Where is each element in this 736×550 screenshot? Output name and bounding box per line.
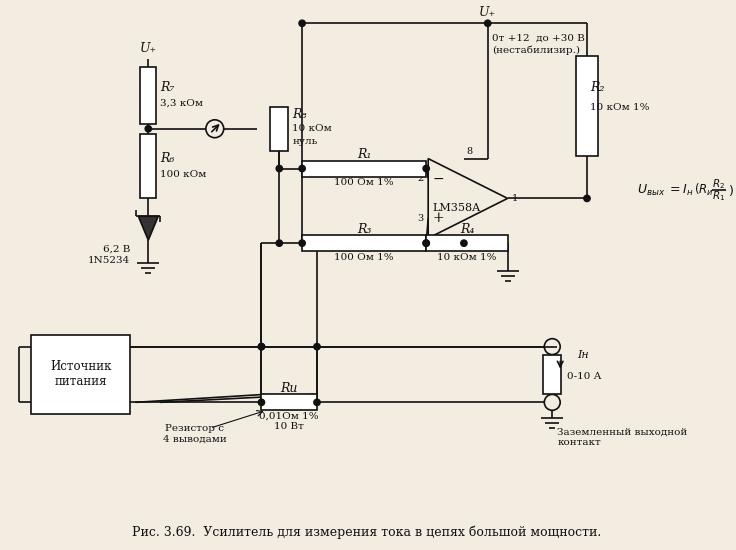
Bar (543, 355, 561, 394)
Text: 10 Вт: 10 Вт (275, 422, 304, 431)
Text: Заземленный выходной
контакт: Заземленный выходной контакт (557, 427, 687, 447)
Circle shape (145, 125, 152, 132)
Bar (31, 335, 130, 414)
Text: нуль: нуль (292, 137, 317, 146)
Text: $)$: $)$ (728, 183, 734, 198)
Circle shape (258, 343, 265, 350)
Circle shape (461, 240, 467, 246)
Text: LM358A: LM358A (432, 204, 480, 213)
Circle shape (299, 240, 305, 246)
Bar (426, 235, 508, 251)
Bar (261, 394, 317, 410)
Text: R₆: R₆ (160, 152, 174, 164)
Bar (141, 67, 156, 124)
Text: 10 кОм 1%: 10 кОм 1% (590, 103, 649, 112)
Text: 10 кОм: 10 кОм (292, 124, 332, 133)
Bar (302, 161, 426, 177)
Circle shape (423, 166, 429, 172)
Text: 4: 4 (466, 241, 473, 250)
Text: $U_{вых}$: $U_{вых}$ (637, 183, 665, 198)
Circle shape (299, 20, 305, 26)
Text: $(R_и$: $(R_и$ (694, 183, 714, 199)
Text: 0т +12  до +30 В: 0т +12 до +30 В (492, 33, 584, 42)
Text: 3,3 кОм: 3,3 кОм (160, 99, 203, 108)
Circle shape (584, 195, 590, 201)
Text: 0-10 А: 0-10 А (567, 372, 601, 381)
Text: R₃: R₃ (357, 223, 372, 236)
Text: R₁: R₁ (357, 148, 372, 161)
Text: Источник
питания: Источник питания (50, 360, 111, 388)
Text: 100 Ом 1%: 100 Ом 1% (334, 178, 394, 187)
Text: 100 кОм: 100 кОм (160, 169, 207, 179)
Circle shape (484, 20, 491, 26)
Circle shape (276, 166, 283, 172)
Text: 100 Ом 1%: 100 Ом 1% (334, 252, 394, 262)
Text: +: + (432, 211, 444, 226)
Circle shape (299, 166, 305, 172)
Text: R₄: R₄ (460, 223, 474, 236)
Text: 0,01Ом 1%: 0,01Ом 1% (259, 412, 319, 421)
Circle shape (314, 399, 320, 405)
Bar (302, 235, 426, 251)
Text: $=I_н$: $=I_н$ (668, 183, 694, 198)
Text: 1: 1 (512, 194, 518, 203)
Text: R₇: R₇ (160, 81, 174, 94)
Circle shape (423, 240, 429, 246)
Text: 2: 2 (417, 174, 423, 183)
Text: R₈: R₈ (292, 108, 307, 122)
Text: 10 кОм 1%: 10 кОм 1% (437, 252, 497, 262)
Text: Iн: Iн (577, 350, 589, 360)
Circle shape (276, 240, 283, 246)
Text: −: − (432, 172, 444, 185)
Text: U₊: U₊ (479, 6, 496, 19)
Circle shape (258, 399, 265, 405)
Text: 3: 3 (417, 214, 423, 223)
Bar (270, 107, 289, 151)
Circle shape (314, 343, 320, 350)
Text: 8: 8 (466, 147, 472, 156)
Text: U₊: U₊ (140, 42, 157, 55)
Bar (576, 56, 598, 156)
Bar (141, 134, 156, 199)
Text: (нестабилизир.): (нестабилизир.) (492, 45, 580, 54)
Text: Рис. 3.69.  Усилитель для измерения тока в цепях большой мощности.: Рис. 3.69. Усилитель для измерения тока … (132, 525, 601, 538)
Text: Rи: Rи (280, 382, 298, 395)
Text: $R_2$: $R_2$ (712, 178, 726, 191)
Circle shape (258, 343, 265, 350)
Circle shape (423, 240, 429, 246)
Text: $R_1$: $R_1$ (712, 190, 726, 203)
Polygon shape (138, 216, 158, 240)
Text: R₂: R₂ (590, 81, 604, 95)
Text: 6,2 В
1N5234: 6,2 В 1N5234 (88, 245, 130, 265)
Text: Резистор с
4 выводами: Резистор с 4 выводами (163, 425, 227, 444)
